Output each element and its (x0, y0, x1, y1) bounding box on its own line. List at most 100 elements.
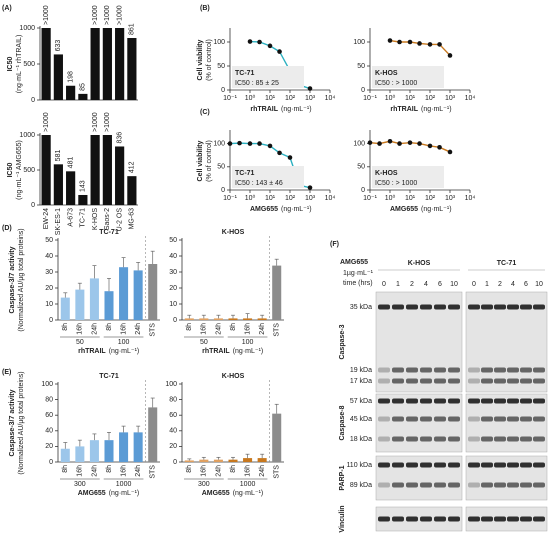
blot-band (392, 516, 404, 522)
bar (213, 318, 223, 320)
y-axis-label: IC50 (7, 163, 14, 178)
y-axis-label: Caspase-3/7 activity (9, 246, 16, 313)
y-tick-label: 50 (169, 237, 177, 244)
annotation-box (372, 166, 444, 188)
bar (41, 135, 51, 205)
y-axis-unit: (Normalized AU/µg total proteins) (18, 371, 25, 474)
ic50-label: IC50 : > 1000 (375, 80, 417, 87)
x-tick-label: 10⁻¹ (363, 195, 377, 202)
x-tick-label: 10³ (305, 195, 316, 202)
x-tick-label: STS (150, 323, 157, 337)
blot-band (507, 482, 519, 488)
blot-band (406, 378, 418, 384)
x-tick-label: SK-ES-1 (55, 208, 62, 235)
bar (148, 264, 158, 320)
y-tick-label: 80 (45, 396, 53, 403)
protein-label: Caspase-8 (339, 405, 346, 440)
x-tick-label: STS (274, 323, 281, 337)
kda-label: 35 kDa (350, 304, 372, 311)
annotation-box (232, 66, 304, 88)
x-tick-label: 10⁻¹ (223, 95, 237, 102)
blot-band (520, 416, 532, 422)
y-tick-label: 1000 (19, 25, 35, 32)
time-point: 1 (485, 281, 489, 288)
cell-line-label: TC-71 (235, 70, 255, 77)
blot-band (494, 398, 506, 404)
blot-band (392, 367, 404, 373)
bar (133, 270, 143, 320)
x-axis-label: AMG655 (78, 490, 106, 497)
group-label: 1000 (116, 481, 132, 488)
x-tick-label: 10¹ (265, 95, 276, 102)
bar (102, 28, 112, 100)
x-tick-label: 24h (135, 465, 142, 477)
bar (66, 171, 76, 205)
y-axis-unit: (ng·mL⁻¹ rhTRAIL) (16, 35, 23, 94)
value-label: >1000 (92, 112, 99, 132)
data-point (247, 39, 253, 44)
bar (228, 459, 238, 462)
bar (213, 459, 223, 462)
y-tick-label: 0 (173, 459, 177, 466)
blot-band (468, 378, 480, 384)
x-axis-label: rhTRAIL (390, 106, 418, 113)
blot-band (507, 516, 519, 522)
x-axis-label: rhTRAIL (78, 348, 106, 355)
blot-band (468, 304, 480, 310)
blot-band (434, 416, 446, 422)
chart-title: K-HOS (222, 373, 245, 380)
cell-line-label: TC-71 (235, 170, 255, 177)
blot-band (468, 398, 480, 404)
blot-band (378, 436, 390, 442)
blot-band (520, 367, 532, 373)
y-axis-unit: (ng·mL⁻¹ AMG655) (16, 140, 23, 200)
x-tick-label: 24h (259, 323, 266, 335)
time-point: 6 (524, 281, 528, 288)
bar (228, 318, 238, 320)
x-tick-label: 10¹ (265, 195, 276, 202)
time-point: 6 (438, 281, 442, 288)
blot-band (420, 516, 432, 522)
time-point: 1 (396, 281, 400, 288)
blot-band (533, 304, 545, 310)
data-point (407, 140, 413, 145)
data-point (377, 141, 382, 146)
ic50-label: IC50 : > 1000 (375, 180, 417, 187)
x-tick-label: 10² (425, 195, 436, 202)
blot-band (378, 482, 390, 488)
bar (78, 194, 88, 205)
blot-band (406, 367, 418, 373)
blot-band (434, 378, 446, 384)
blot-band (434, 462, 446, 468)
bar (104, 440, 114, 462)
bar (115, 146, 125, 205)
bar (89, 440, 99, 462)
blot-band (507, 367, 519, 373)
x-tick-label: STS (150, 465, 157, 479)
x-tick-label: 10⁻¹ (363, 95, 377, 102)
blot-band (420, 416, 432, 422)
data-point (367, 140, 373, 145)
blot-band (481, 462, 493, 468)
protein-label: PARP-1 (339, 465, 346, 490)
y-tick-label: 40 (169, 253, 177, 260)
bar (41, 28, 51, 100)
data-point (387, 138, 393, 144)
blot-band (533, 398, 545, 404)
x-tick-label: 16h (244, 323, 251, 335)
value-label: >1000 (104, 112, 111, 132)
bar (257, 458, 267, 462)
x-axis-unit: (ng·mL⁻¹) (233, 490, 264, 497)
blot-band (468, 516, 480, 522)
data-point (437, 42, 442, 47)
y-tick-label: 10 (45, 301, 53, 308)
cell-line-label: K-HOS (375, 70, 398, 77)
blot-band (468, 367, 480, 373)
data-point (397, 141, 402, 146)
blot-band (533, 378, 545, 384)
x-tick-label: 16h (244, 465, 251, 477)
blot-band (468, 482, 480, 488)
data-point (447, 53, 453, 58)
blot-band (533, 462, 545, 468)
ic50-label: IC50 : 85 ± 25 (235, 80, 279, 87)
